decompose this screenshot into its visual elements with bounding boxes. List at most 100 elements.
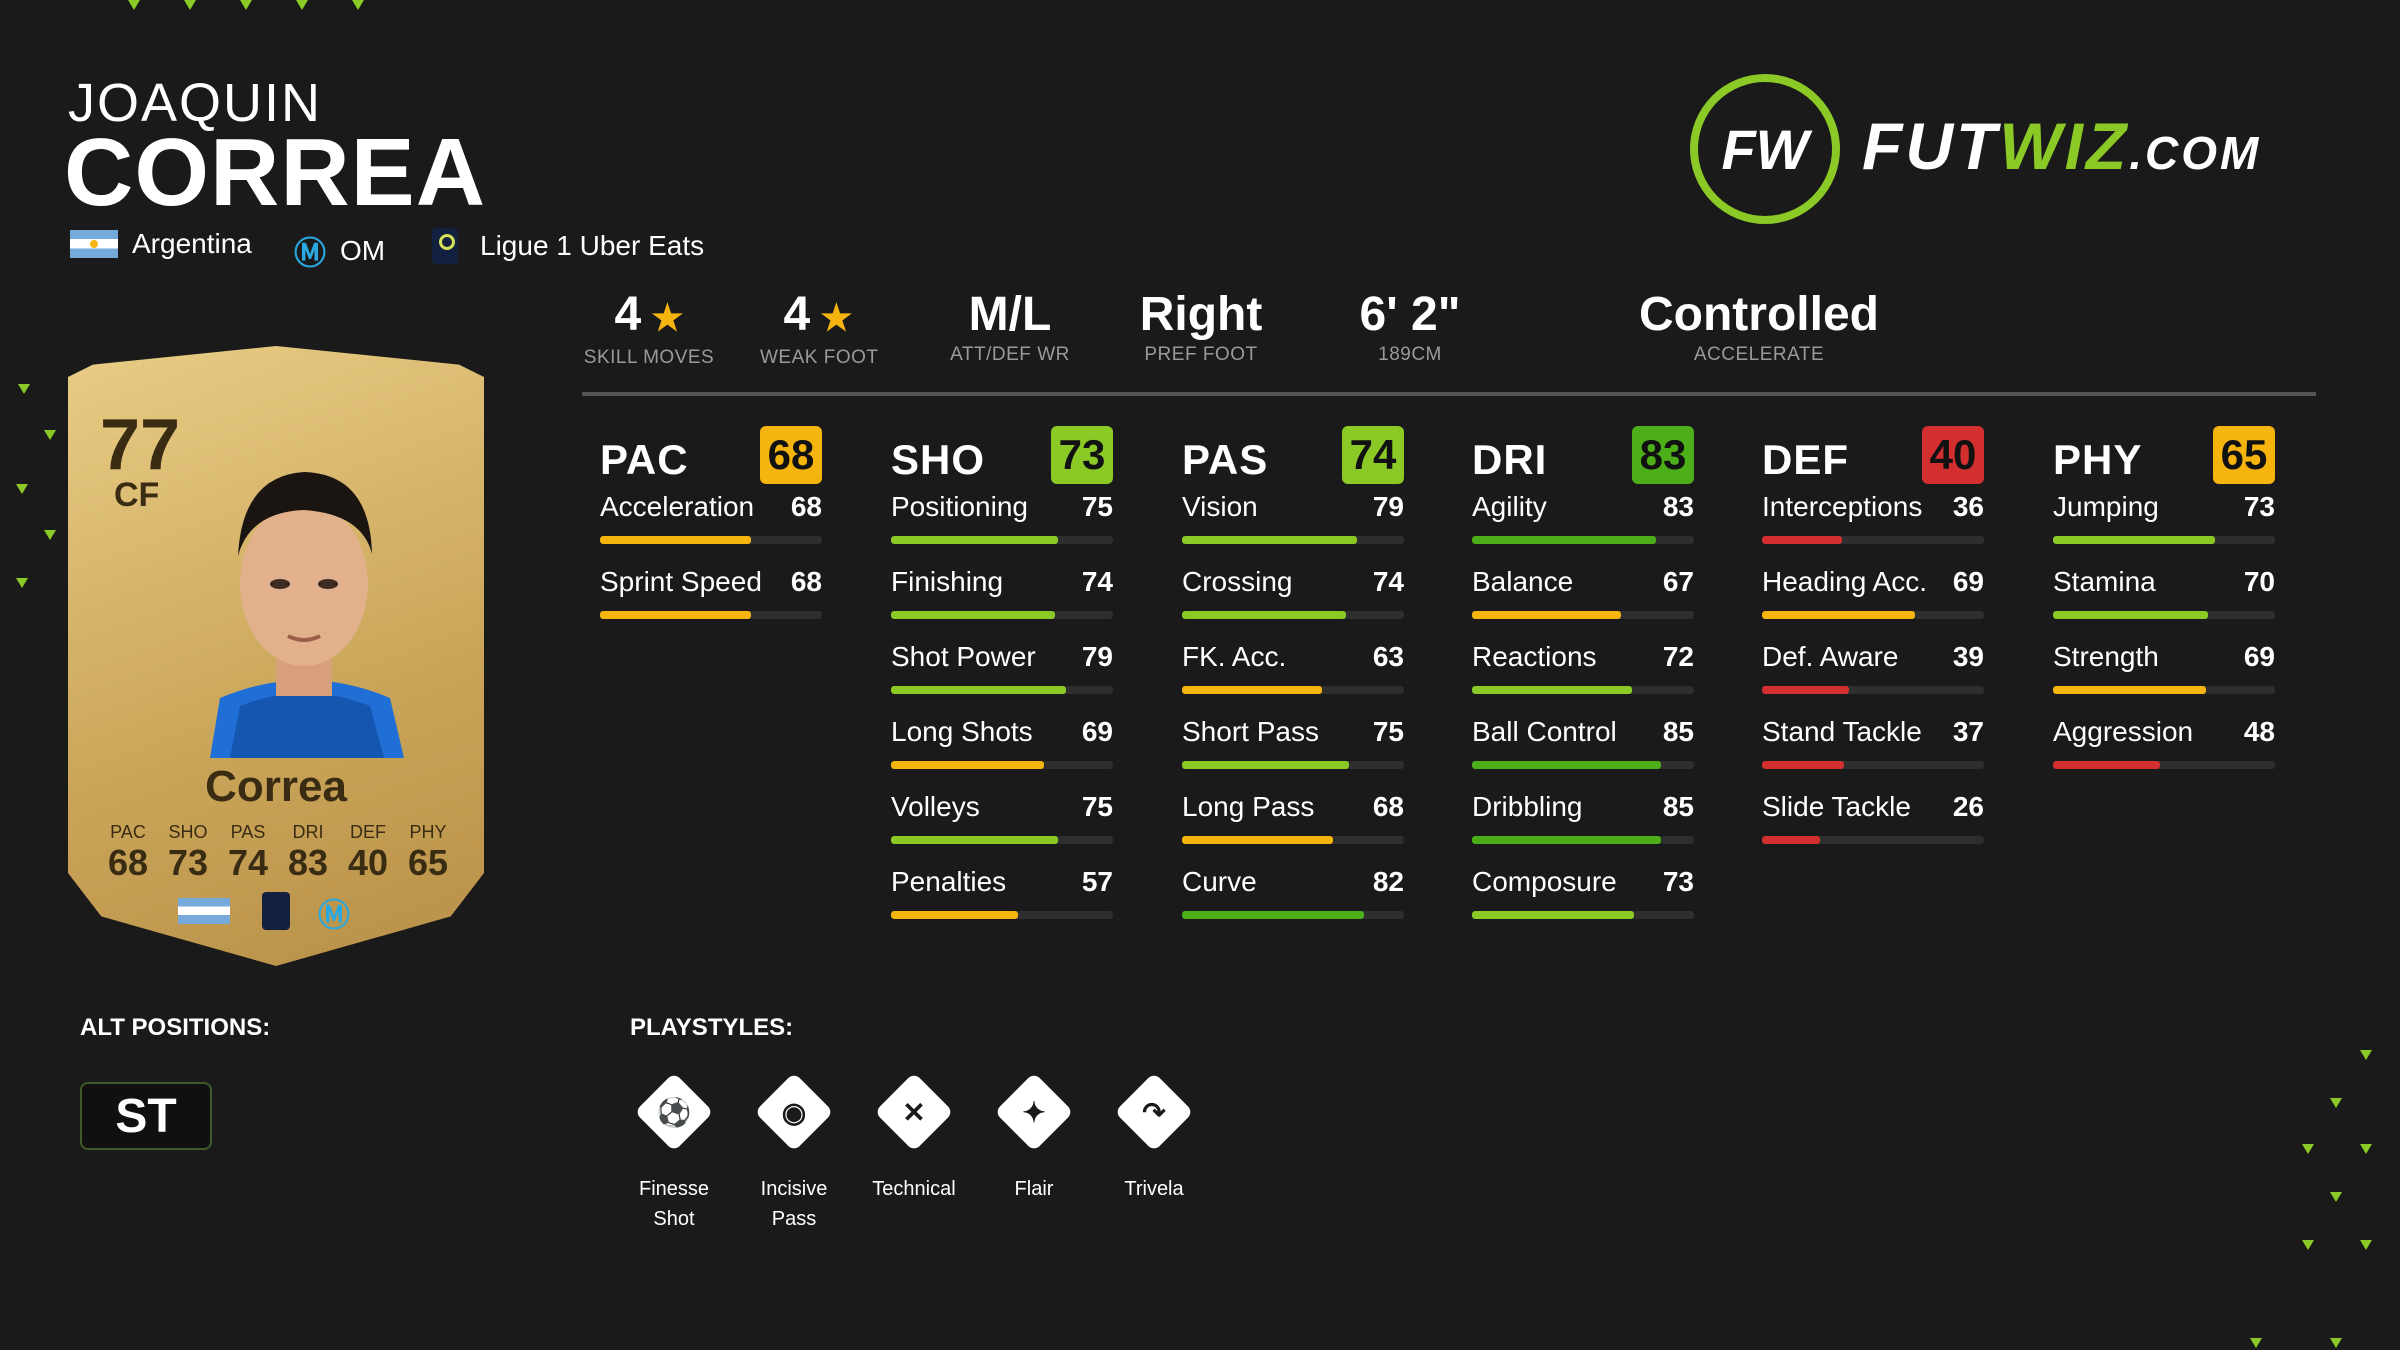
stat-item: Slide Tackle 26 [1762,786,1984,861]
stat-bar [2053,611,2275,619]
info-label: 189CM [1378,344,1442,365]
info-pref-foot: Right PREF FOOT [1126,288,1276,366]
stat-name: Dribbling [1472,791,1583,822]
card-club-icon: Ⓜ [318,897,351,933]
stat-value: 26 [1952,791,1984,822]
stat-bar-fill [1762,761,1845,769]
stat-name: Positioning [891,491,1028,522]
stat-item: Crossing 74 [1182,561,1404,636]
playstyle-trivela[interactable]: ↷ Trivela [1094,1072,1214,1204]
stat-column-pas: PAS 74 Vision 79 Crossing 74 FK. Acc. 63 Short P… [1182,424,1404,936]
playstyle-incisive-pass[interactable]: ◉ Incisive Pass [734,1072,854,1234]
info-value: Controlled [1639,288,1879,341]
card-stat-value: 68 [107,842,149,883]
stat-value: 74 [1081,566,1113,597]
playstyle-technical[interactable]: ✕ Technical [854,1072,974,1204]
stat-bar-fill [1182,536,1358,544]
stat-value: 39 [1952,641,1984,672]
stat-column-pac: PAC 68 Acceleration 68 Sprint Speed 68 [600,424,822,636]
stat-name: Reactions [1472,641,1597,672]
stat-name: Crossing [1182,566,1293,597]
card-league-icon [262,892,290,930]
playstyle-finesse-shot[interactable]: ⚽ Finesse Shot [614,1072,734,1234]
stat-column-header: PAC 68 [600,424,822,486]
futwiz-logo-icon[interactable]: FW [1690,74,1840,224]
stat-bar [1182,686,1404,694]
stat-item: Curve 82 [1182,861,1404,936]
stat-item: Finishing 74 [891,561,1113,636]
stat-bar-fill [2053,686,2207,694]
stat-bar [1182,536,1404,544]
stat-category-badge: 83 [1632,426,1694,484]
card-stat-value: 73 [167,842,209,883]
ligue1-league-icon [432,228,458,264]
stat-name: Long Shots [891,716,1033,747]
club-meta[interactable]: Ⓜ OM [294,228,385,274]
stat-bar-fill [2053,611,2209,619]
stat-value: 82 [1372,866,1404,897]
stat-item: FK. Acc. 63 [1182,636,1404,711]
stat-bar-fill [1762,836,1820,844]
stat-bar [1762,686,1984,694]
stat-value: 79 [1372,491,1404,522]
card-stat-label: PAS [230,822,266,842]
stat-name: Volleys [891,791,980,822]
incisive-pass-icon: ◉ [754,1072,834,1152]
stat-item: Strength 69 [2053,636,2275,711]
stat-value: 75 [1081,791,1113,822]
stat-column-header: DEF 40 [1762,424,1984,486]
stat-bar [891,611,1113,619]
stat-column-def: DEF 40 Interceptions 36 Heading Acc. 69 Def. A… [1762,424,1984,861]
league-meta[interactable]: Ligue 1 Uber Eats [432,228,704,264]
stat-bar-fill [2053,761,2160,769]
stat-value: 48 [2243,716,2275,747]
card-flag-icon [178,898,230,924]
card-stat-value: 74 [227,842,269,883]
stat-bar [1182,611,1404,619]
stat-category-name: DRI [1472,436,1548,483]
nation-meta[interactable]: Argentina [70,228,252,260]
stat-value: 85 [1662,791,1694,822]
stat-value: 69 [2243,641,2275,672]
stat-name: Heading Acc. [1762,566,1927,597]
stat-bar-fill [1472,686,1632,694]
stat-bar-fill [891,836,1058,844]
stat-category-badge: 65 [2213,426,2275,484]
stat-item: Agility 83 [1472,486,1694,561]
stat-item: Stand Tackle 37 [1762,711,1984,786]
stat-bar [1472,911,1694,919]
info-label: PREF FOOT [1144,344,1258,365]
trivela-icon: ↷ [1114,1072,1194,1152]
player-first-name: JOAQUIN [68,73,323,133]
stat-bar-fill [1762,611,1916,619]
stat-bar [1182,836,1404,844]
futwiz-logo-text[interactable]: FUTWIZ.COM [1862,109,2262,183]
stat-value: 36 [1952,491,1984,522]
playstyle-flair[interactable]: ✦ Flair [974,1072,1094,1204]
stat-value: 75 [1372,716,1404,747]
stat-value: 68 [790,491,822,522]
stat-value: 57 [1081,866,1113,897]
technical-icon: ✕ [874,1072,954,1152]
stat-category-badge: 73 [1051,426,1113,484]
info-value: M/L [968,288,1052,341]
stat-category-name: DEF [1762,436,1849,483]
stat-bar [1472,686,1694,694]
stat-bar [891,911,1113,919]
stat-bar [1472,611,1694,619]
stat-name: Short Pass [1182,716,1319,747]
stat-name: Interceptions [1762,491,1923,522]
card-stat-value: 65 [407,842,449,883]
om-club-icon: Ⓜ [294,235,327,271]
stat-column-dri: DRI 83 Agility 83 Balance 67 Reactions 72 Ball C… [1472,424,1694,936]
stat-bar [1472,836,1694,844]
stat-bar-fill [1472,761,1661,769]
stat-name: Composure [1472,866,1617,897]
stat-value: 68 [790,566,822,597]
stat-column-header: DRI 83 [1472,424,1694,486]
stat-item: Penalties 57 [891,861,1113,936]
playstyle-label: Flair [1014,1178,1054,1200]
stat-bar-fill [1182,686,1322,694]
alt-position-st[interactable]: ST [80,1082,212,1150]
stat-bar-fill [600,611,751,619]
